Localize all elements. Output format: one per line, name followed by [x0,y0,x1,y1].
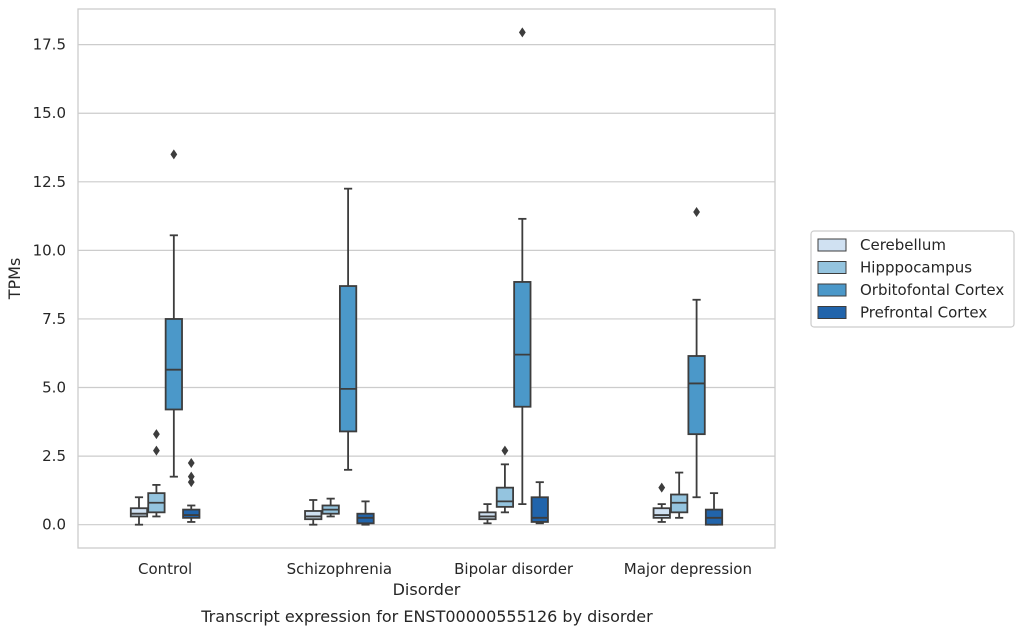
outlier-marker [658,482,666,493]
box-cerebellum [652,482,671,523]
outlier-marker [187,471,195,482]
box-orbitofontal-cortex [513,27,532,506]
outlier-marker [153,445,160,456]
legend-swatch [817,306,847,319]
box-cerebellum [129,496,149,526]
box-prefrontal-cortex [356,500,375,526]
outlier-marker [518,27,526,38]
y-tick-label: 15.0 [33,104,66,122]
box-iqr [129,507,149,518]
box-iqr [513,281,532,408]
box-hipppocampus [321,497,340,518]
box-iqr [530,496,549,523]
legend-entry: Cerebellum [860,236,946,254]
chart-caption: Transcript expression for ENST0000055512… [200,607,653,626]
outlier-marker [170,149,178,160]
box-iqr [495,486,515,508]
y-tick-label: 10.0 [33,241,66,259]
legend-entry: Orbitofontal Cortex [860,281,1004,299]
box-cerebellum [478,503,497,525]
y-axis-label: TPMs [5,258,24,301]
box-prefrontal-cortex [530,481,549,525]
box-iqr [164,318,183,411]
box-prefrontal-cortex [704,492,724,526]
outlier-marker [187,457,195,468]
outlier-marker [153,429,160,440]
plot-frame [77,8,776,549]
box-hipppocampus [147,429,166,518]
x-axis-label: Disorder [393,580,461,599]
legend-swatch [817,238,847,252]
box-orbitofontal-cortex [164,149,183,478]
y-tick-label: 17.5 [33,36,66,54]
legend-box [810,230,1015,328]
y-tick-label: 12.5 [33,173,66,191]
box-orbitofontal-cortex [338,187,358,471]
box-hipppocampus [495,445,515,514]
box-iqr [182,508,201,519]
box-hipppocampus [670,471,689,519]
box-prefrontal-cortex [182,457,201,523]
x-tick-label: Bipolar disorder [454,560,574,578]
x-tick-labels: Control Schizophrenia Bipolar disorder Majo… [138,560,752,578]
box-cerebellum [304,499,323,526]
legend: Cerebellum Hipppocampus Orbitofontal Corte… [810,230,1015,328]
legend-entry: Hipppocampus [860,259,972,277]
x-tick-label: Major depression [624,560,752,578]
box-iqr [338,285,358,433]
y-tick-label: 0.0 [42,516,66,534]
box-iqr [304,510,323,521]
x-tick-label: Schizophrenia [287,560,392,578]
outlier-marker [693,206,700,217]
box-iqr [687,355,706,436]
gridlines [78,44,775,526]
y-tick-label: 7.5 [42,310,66,328]
y-tick-labels: 0.0 2.5 5.0 7.5 10.0 12.5 15.0 17.5 [33,36,66,534]
box-orbitofontal-cortex [687,206,706,499]
box-plot-boxes [129,27,724,526]
outlier-marker [501,445,509,456]
y-tick-label: 2.5 [42,447,66,465]
legend-entry: Prefrontal Cortex [860,304,987,322]
legend-swatch [817,283,847,297]
box-iqr [652,507,671,519]
y-tick-label: 5.0 [42,379,66,397]
outlier-marker [187,477,195,488]
x-tick-label: Control [138,560,192,578]
legend-swatch [817,261,847,274]
